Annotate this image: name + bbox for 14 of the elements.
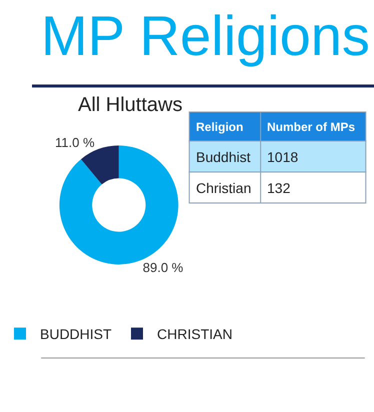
text: 1018 — [267, 149, 298, 165]
text: Religion — [196, 120, 244, 134]
legend-label: CHRISTIAN — [157, 326, 232, 342]
data-label: 89.0 % — [142, 260, 184, 276]
donut-slice — [59, 146, 178, 264]
chart-subtitle: All Hluttaws — [78, 94, 182, 116]
text: Christian — [196, 180, 252, 196]
text: Number of MPs — [267, 120, 356, 134]
chart-title: MP Religions — [41, 4, 370, 67]
text: Buddhist — [196, 149, 251, 165]
text: 132 — [267, 180, 291, 196]
donut-slice — [80, 146, 119, 184]
data-label: 11.0 % — [55, 134, 95, 150]
legend-label: BUDDHIST — [40, 326, 112, 342]
